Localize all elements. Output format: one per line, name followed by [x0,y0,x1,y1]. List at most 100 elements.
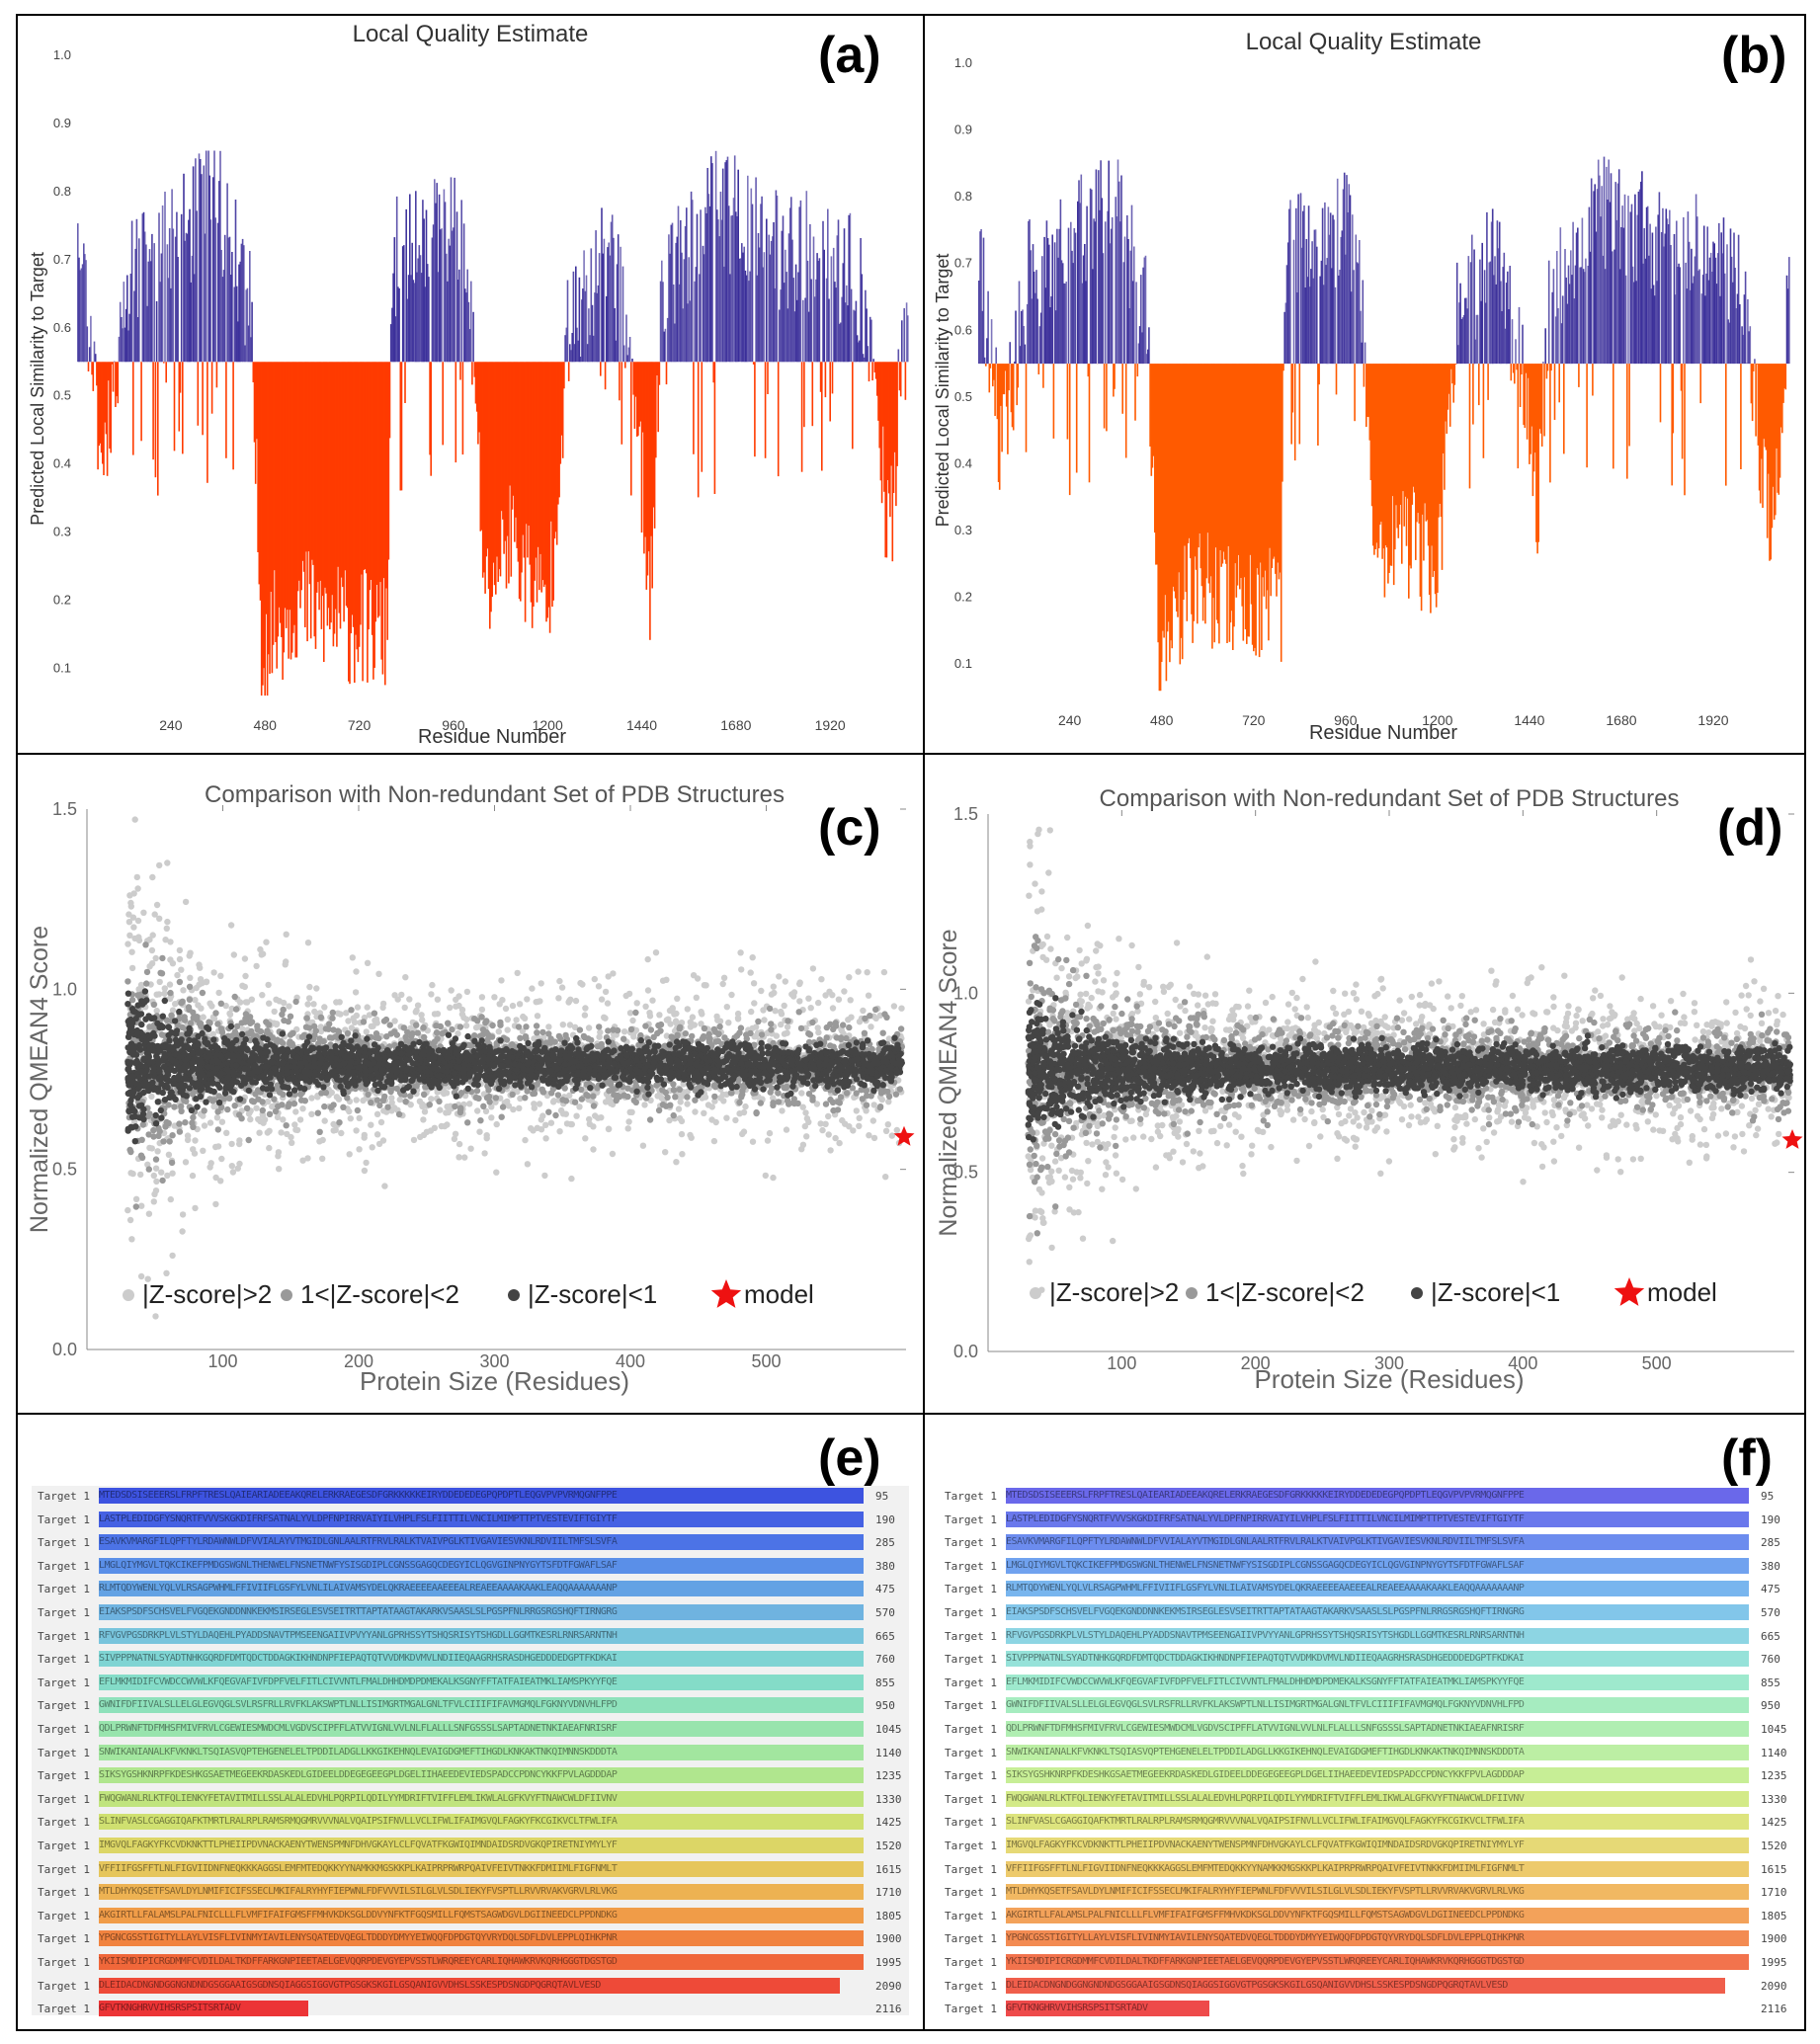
residue-bar [707,194,710,363]
data-point [716,1023,723,1030]
residue-bar [1397,364,1400,538]
data-point [421,1091,428,1099]
residue-bar [195,158,197,363]
residue-bar [738,258,741,363]
data-point [149,873,156,881]
residue-bar [1300,247,1303,365]
data-point [401,1004,408,1012]
data-point [835,996,843,1003]
data-point [764,1137,772,1144]
residue-bar [1469,262,1472,365]
residue-bar [1669,209,1671,365]
residue-bar [1694,256,1696,365]
residue-bar [231,252,233,363]
residue-bar [124,327,126,363]
panel-a: Local Quality Estimate Predicted Local Si… [16,14,925,755]
residue-bar [419,255,422,363]
residue-bar [1272,364,1275,559]
residue-bar [130,220,133,363]
residue-bar [1197,364,1199,624]
residue-bar [1599,175,1601,365]
residue-bar [1347,212,1349,365]
residue-bar [986,338,988,365]
data-point [160,1138,167,1145]
residue-bar [1611,251,1613,365]
residue-bar [595,230,597,363]
residue-bar [1250,364,1253,605]
data-point [238,1115,245,1122]
residue-bar [116,362,118,397]
data-point [692,1108,699,1115]
data-point [796,980,803,988]
data-point [893,1126,900,1134]
data-point [452,1130,459,1137]
data-point [725,1020,732,1026]
data-point [585,1024,593,1031]
residue-bar [509,362,511,486]
y-tick-label: 0.5 [53,388,71,403]
residue-bar [77,223,79,363]
residue-bar [151,233,153,363]
data-point [182,898,190,906]
residue-bar [1320,260,1323,365]
residue-bar [1227,364,1229,546]
residue-bar [1074,232,1077,365]
data-point [836,1139,843,1147]
data-point [310,1001,317,1008]
residue-bar [399,362,402,491]
residue-bar [122,328,124,363]
residue-bar [1447,364,1449,410]
data-point [321,1117,328,1124]
residue-bar [305,362,307,552]
residue-bar [199,159,202,363]
data-point [751,1000,758,1007]
residue-bar [799,200,802,363]
residue-bar [737,169,739,363]
residue-bar [865,289,867,363]
residue-bar [711,163,713,363]
residue-bar [1003,364,1006,395]
residue-bar [454,177,455,363]
residue-bar [614,308,616,363]
data-point [499,1104,507,1110]
residue-bar [1427,364,1430,546]
data-point [277,1037,285,1045]
residue-bar [1037,364,1040,374]
residue-bar [443,189,446,363]
residue-bar [848,214,850,363]
data-point [785,1018,791,1024]
residue-bar [747,175,749,363]
residue-bar [455,362,457,463]
residue-bar [243,245,245,363]
data-point [689,1014,697,1021]
data-point [732,1116,739,1124]
residue-bar [1700,293,1703,365]
residue-bar [733,155,736,363]
residue-bar [405,208,407,363]
data-point [483,1135,490,1142]
data-point [682,1030,689,1037]
residue-bar [1258,364,1261,658]
data-point [363,1028,370,1035]
data-point [856,1019,864,1025]
data-point [178,1000,185,1007]
residue-bar [530,362,533,603]
data-point [581,1033,588,1041]
y-tick-label: 0.8 [53,184,71,199]
data-point [885,1099,892,1105]
residue-bar [241,238,244,363]
data-point [491,994,498,1001]
residue-bar [800,362,803,472]
data-point [347,1115,354,1122]
residue-bar [862,354,865,363]
data-point [130,924,137,931]
residue-bar [1571,275,1573,365]
residue-bar [763,252,766,363]
residue-bar [536,362,538,603]
residue-bar [1579,267,1581,365]
residue-bar [111,362,114,365]
residue-bar [1467,256,1470,365]
residue-bar [389,324,392,363]
residue-bar [557,362,559,505]
data-point [248,1098,256,1104]
